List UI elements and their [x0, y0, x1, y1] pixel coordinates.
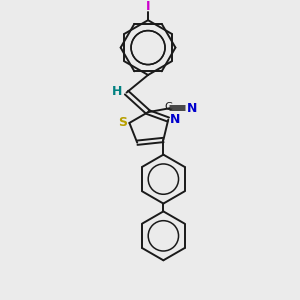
Text: I: I	[146, 0, 150, 13]
Text: H: H	[112, 85, 122, 98]
Text: N: N	[187, 102, 197, 115]
Text: S: S	[118, 116, 127, 129]
Text: C: C	[165, 102, 172, 112]
Text: N: N	[170, 113, 180, 126]
